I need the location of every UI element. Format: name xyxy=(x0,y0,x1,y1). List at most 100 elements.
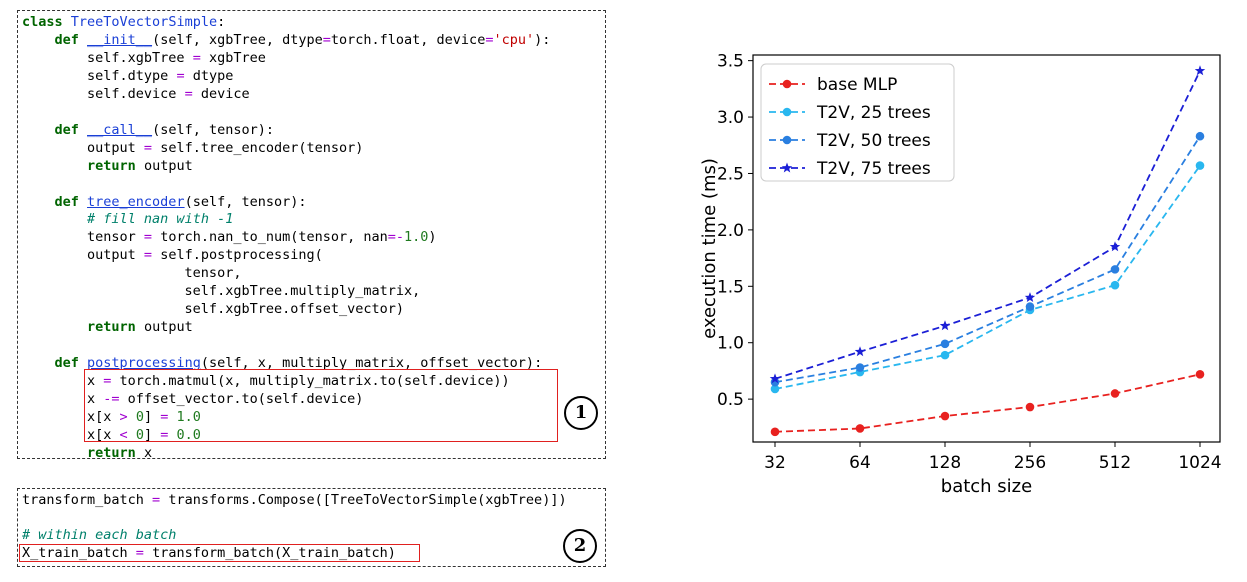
code-token: = xyxy=(485,31,494,48)
y-tick-label: 3.5 xyxy=(717,52,744,72)
code-line: def tree_encoder(self, tensor): xyxy=(22,193,307,211)
code-line: def __init__(self, xgbTree, dtype=torch.… xyxy=(22,31,551,49)
code-token xyxy=(22,211,87,227)
series-line xyxy=(774,373,1201,433)
code-token: = xyxy=(135,544,144,561)
code-block-class-definition: class TreeToVectorSimple: def __init__(s… xyxy=(17,10,606,462)
code-token: output xyxy=(22,139,144,156)
code-token: = xyxy=(160,426,169,443)
code-line: return output xyxy=(22,157,193,175)
code-line: self.device = device xyxy=(22,85,250,103)
data-point xyxy=(1194,65,1206,76)
code-token: (self, tensor): xyxy=(152,121,274,138)
code-line: return x xyxy=(22,444,152,462)
code-token: output xyxy=(135,319,193,336)
code-token: dtype xyxy=(184,67,234,84)
legend-marker xyxy=(782,79,792,89)
data-point xyxy=(854,346,866,357)
data-point xyxy=(769,373,781,384)
plot-frame xyxy=(752,54,1221,443)
code-line: x[x > 0] = 1.0 xyxy=(22,408,201,426)
data-point xyxy=(770,427,780,437)
data-point xyxy=(1110,280,1120,290)
code-token: self.tree_encoder(tensor) xyxy=(152,139,364,156)
code-token: # within each batch xyxy=(22,527,177,543)
code-token: __call__ xyxy=(87,121,153,138)
code-token: 0 xyxy=(135,426,144,443)
code-token: class xyxy=(22,14,71,30)
code-token: ] xyxy=(143,408,161,425)
code-line: self.xgbTree = xgbTree xyxy=(22,49,266,67)
code-block-usage: transform_batch = transforms.Compose([Tr… xyxy=(17,488,606,567)
data-point xyxy=(1195,370,1205,379)
code-token: = xyxy=(103,373,112,389)
code-token: x xyxy=(22,390,104,407)
code-token xyxy=(22,32,55,48)
code-token: = xyxy=(152,492,161,508)
code-token: postprocessing xyxy=(87,355,201,372)
legend-label: base MLP xyxy=(817,75,897,95)
y-tick-label: 2.5 xyxy=(717,164,744,184)
code-token: __init__ xyxy=(87,31,153,48)
series-line xyxy=(774,165,1201,390)
code-token: X_train_batch xyxy=(22,544,136,561)
legend-marker xyxy=(782,135,792,145)
code-token: (self, xgbTree, dtype xyxy=(152,31,323,48)
data-point xyxy=(1110,389,1120,398)
code-token: = xyxy=(176,67,185,84)
code-token xyxy=(22,158,87,174)
code-token: transform_batch xyxy=(22,492,153,508)
code-token: torch.nan_to_num(tensor, nan xyxy=(152,229,388,246)
legend-marker xyxy=(782,107,792,117)
code-token: torch.float, device xyxy=(330,31,486,48)
step-badge-2: 2 xyxy=(563,529,597,563)
x-tick-label: 512 xyxy=(1099,453,1131,473)
code-token: def xyxy=(54,121,88,138)
code-token: def xyxy=(54,355,88,372)
code-token: self.xgbTree xyxy=(22,49,193,66)
data-point xyxy=(1195,161,1205,170)
code-line: transform_batch = transforms.Compose([Tr… xyxy=(22,491,567,509)
code-token: : xyxy=(217,14,226,30)
code-token: 'cpu' xyxy=(493,31,535,48)
code-token: x[x xyxy=(22,408,120,425)
data-point xyxy=(1025,302,1035,311)
code-line: def __call__(self, tensor): xyxy=(22,121,274,139)
code-line: # within each batch xyxy=(22,526,176,544)
code-token: output xyxy=(22,247,144,264)
step-badge-1: 1 xyxy=(564,396,598,430)
data-point xyxy=(1025,402,1035,412)
highlight-box-transform-call xyxy=(19,544,420,562)
code-token: = xyxy=(322,31,331,48)
code-token: = xyxy=(184,85,193,102)
code-token: < xyxy=(119,426,128,443)
code-token: ] xyxy=(143,426,161,443)
series-line xyxy=(774,135,1201,384)
code-line: tensor = torch.nan_to_num(tensor, nan=-1… xyxy=(22,228,437,246)
data-point xyxy=(855,424,865,433)
code-token xyxy=(22,355,55,371)
x-tick-label: 1024 xyxy=(1178,453,1221,473)
execution-time-chart: 0.5 1.0 1.5 2.0 2.5 3.0 3.5 32 64 128 256 512 1024 ba… xyxy=(699,52,1222,497)
code-token: self.dtype xyxy=(22,67,177,84)
code-token: def xyxy=(54,193,88,210)
data-point xyxy=(770,384,780,394)
code-token: transform_batch(X_train_batch) xyxy=(143,544,396,561)
series-line xyxy=(774,70,1201,380)
code-token: > xyxy=(119,408,128,425)
code-token: return xyxy=(87,444,136,461)
code-line: X_train_batch = transform_batch(X_train_… xyxy=(22,544,396,562)
x-axis-label: batch size xyxy=(941,476,1032,497)
code-token: (self, tensor): xyxy=(184,193,307,210)
code-token xyxy=(22,122,55,138)
y-tick-label: 1.0 xyxy=(717,334,744,354)
code-token: = xyxy=(143,247,153,264)
code-token: def xyxy=(54,31,88,48)
code-token: transforms.Compose([TreeToVectorSimple(x… xyxy=(160,492,567,508)
data-point xyxy=(1024,292,1036,303)
code-token xyxy=(22,194,55,210)
code-token: = xyxy=(160,408,169,425)
code-line: output = self.tree_encoder(tensor) xyxy=(22,139,363,157)
x-tick-label: 256 xyxy=(1014,453,1046,473)
code-token: (self, x, multiply_matrix, offset_vector… xyxy=(200,355,543,372)
